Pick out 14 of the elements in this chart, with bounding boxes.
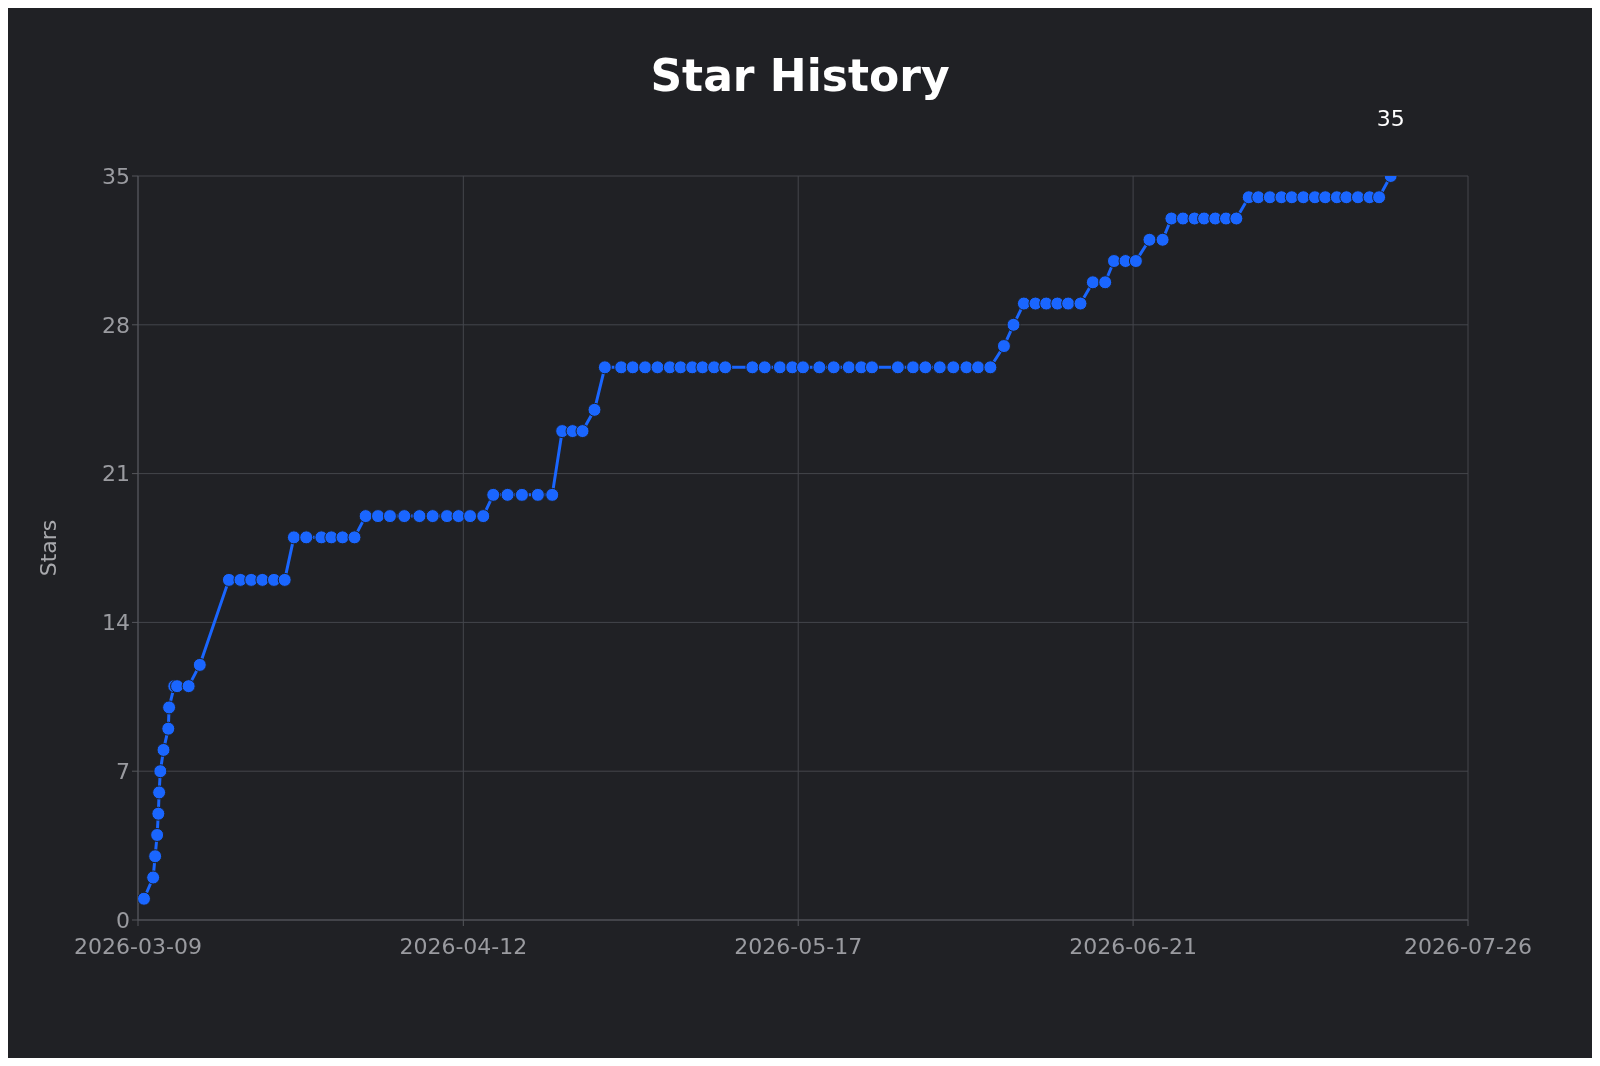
x-tick-label: 2026-06-21 bbox=[1069, 933, 1198, 959]
y-tick-label: 35 bbox=[102, 163, 130, 189]
y-tick-label: 21 bbox=[102, 461, 130, 487]
x-tick-label: 2026-03-09 bbox=[74, 933, 202, 959]
x-tick-label: 2026-05-17 bbox=[734, 933, 863, 959]
y-tick-label: 14 bbox=[102, 610, 130, 636]
x-tick-label: 2026-04-12 bbox=[399, 933, 528, 959]
x-tick-label: 2026-07-26 bbox=[1404, 933, 1532, 959]
y-tick-label: 28 bbox=[102, 312, 130, 338]
y-tick-label: 0 bbox=[116, 907, 130, 933]
chart-title: Star History bbox=[650, 50, 950, 101]
y-axis-title: Stars bbox=[35, 519, 61, 577]
annotation: 35 bbox=[1376, 106, 1405, 131]
y-tick-label: 7 bbox=[116, 759, 130, 785]
